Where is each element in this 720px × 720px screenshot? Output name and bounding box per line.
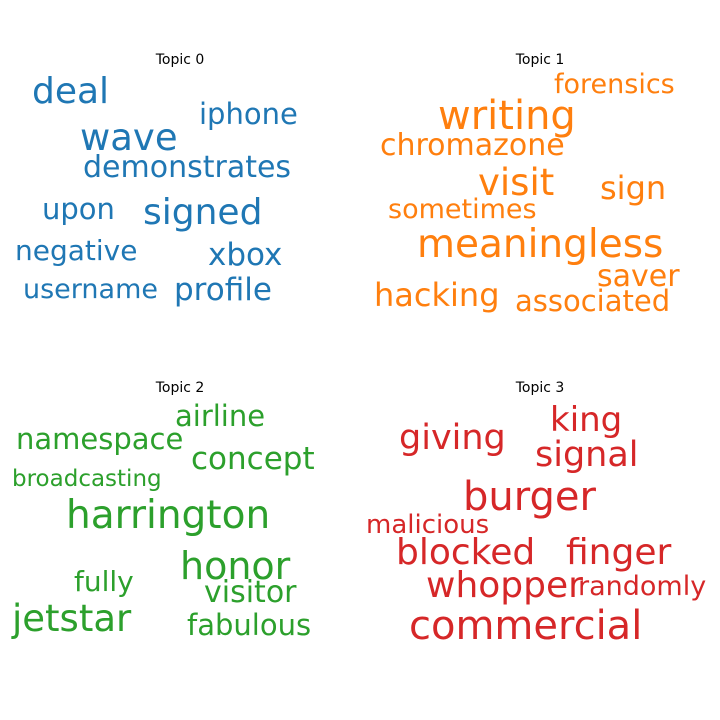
word-wave: wave [80,116,178,159]
topic-2-title: Topic 2 [155,380,205,396]
topic-1-title: Topic 1 [515,52,565,68]
word-burger: burger [463,474,596,520]
word-signed: signed [143,192,263,233]
word-iphone: iphone [199,97,298,131]
word-meaningless: meaningless [417,222,664,267]
word-xbox: xbox [208,237,283,273]
word-negative: negative [15,234,138,267]
word-blocked: blocked [396,532,536,573]
word-forensics: forensics [554,69,675,100]
word-chromazone: chromazone [380,128,565,163]
word-upon: upon [42,192,115,226]
word-visitor: visitor [204,575,297,610]
word-signal: signal [535,435,639,475]
word-namespace: namespace [16,422,184,456]
word-honor: honor [180,544,291,588]
word-randomly: randomly [578,571,707,602]
word-fabulous: fabulous [187,608,312,642]
word-profile: profile [174,272,272,308]
word-broadcasting: broadcasting [12,466,162,492]
word-jetstar: jetstar [12,597,132,640]
word-associated: associated [515,284,671,318]
topic-3-panel: Topic 3 king giving signal burger malici… [360,328,720,688]
word-giving: giving [399,418,506,458]
word-concept: concept [191,441,315,477]
word-malicious: malicious [366,510,490,540]
word-finger: finger [566,532,672,573]
word-airline: airline [175,399,266,433]
word-king: king [550,400,623,440]
word-harrington: harrington [66,493,271,538]
word-username: username [23,274,158,305]
word-demonstrates: demonstrates [83,150,292,185]
word-visit: visit [478,161,555,204]
word-commercial: commercial [409,603,643,649]
word-saver: saver [597,259,680,294]
topic-2-panel: Topic 2 airline namespace concept broadc… [0,328,360,688]
topic-0-panel: Topic 0 deal iphone wave demonstrates up… [0,0,360,360]
word-sign: sign [600,169,667,207]
word-fully: fully [74,565,134,598]
word-deal: deal [32,71,110,112]
word-sometimes: sometimes [388,194,537,225]
topic-1-panel: Topic 1 forensics writing chromazone vis… [360,0,720,360]
word-hacking: hacking [374,276,500,314]
topic-0-title: Topic 0 [155,52,205,68]
topic-3-title: Topic 3 [515,380,565,396]
word-whopper: whopper [426,565,583,606]
word-writing: writing [438,93,576,139]
